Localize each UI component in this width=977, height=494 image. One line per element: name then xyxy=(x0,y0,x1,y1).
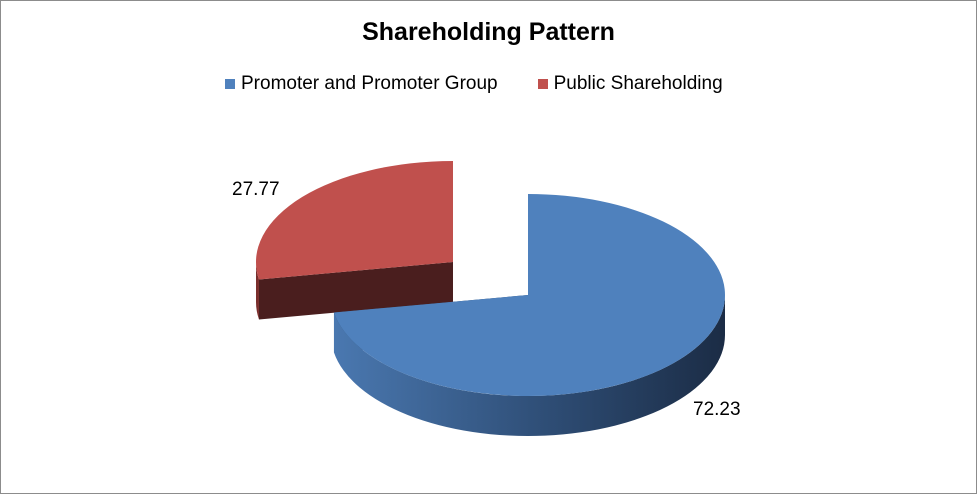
chart-title: Shareholding Pattern xyxy=(362,18,615,46)
legend-label-promoter: Promoter and Promoter Group xyxy=(241,73,498,94)
legend-item-promoter: Promoter and Promoter Group xyxy=(225,73,498,95)
data-label-public: 27.77 xyxy=(232,179,280,200)
legend-item-public: Public Shareholding xyxy=(537,73,723,95)
legend: Promoter and Promoter Group Public Share… xyxy=(225,73,723,95)
data-label-promoter: 72.23 xyxy=(693,399,741,420)
pie-side-public xyxy=(256,262,259,320)
legend-swatch-public xyxy=(537,79,548,89)
pie-side-promoter xyxy=(333,295,725,436)
legend-swatch-promoter xyxy=(225,79,235,89)
legend-label-public: Public Shareholding xyxy=(553,73,723,94)
pie-slice-promoter xyxy=(333,194,725,396)
pie-slice-public xyxy=(255,161,453,280)
pie-cut-face-public xyxy=(258,262,453,320)
